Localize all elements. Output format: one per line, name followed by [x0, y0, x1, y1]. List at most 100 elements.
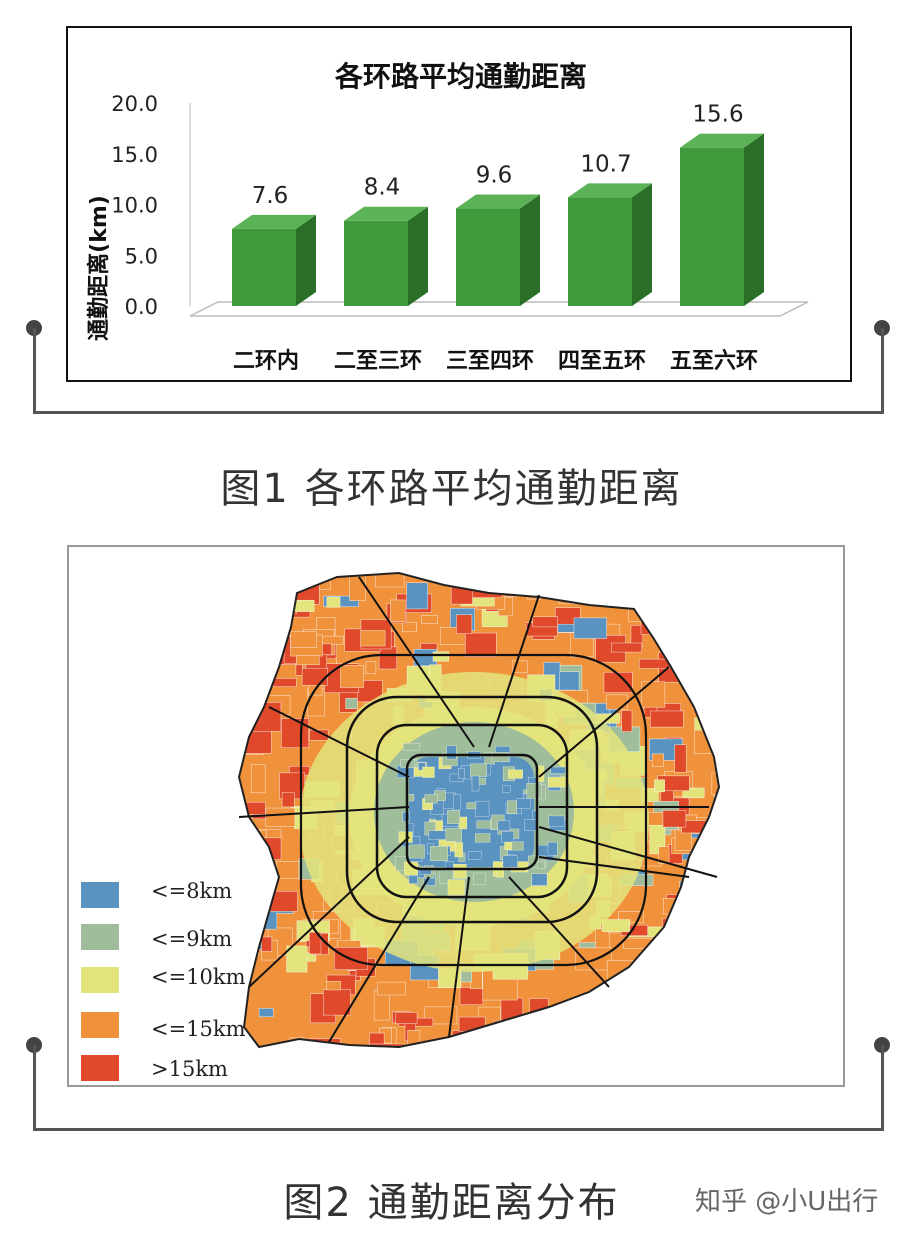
map-cell: [458, 816, 468, 830]
city-boundary: [237, 571, 721, 1049]
map-cell: [516, 798, 531, 809]
ring-road-4: [345, 695, 599, 924]
bracket-line: [33, 1045, 36, 1131]
map-cell: [641, 974, 675, 995]
map-cell: [606, 694, 628, 710]
map-cell: [718, 677, 719, 706]
map-cell: [579, 1033, 599, 1047]
map-cell: [445, 861, 454, 871]
map-cell: [421, 615, 438, 624]
map-cell: [694, 729, 719, 754]
map-cell: [657, 967, 689, 986]
bar-front: [680, 147, 744, 306]
map-cell: [493, 1020, 529, 1044]
map-cell: [578, 578, 592, 594]
map-cell: [550, 766, 566, 774]
map-cell: [502, 785, 511, 793]
bar: 9.6: [456, 163, 540, 306]
map-cell: [606, 960, 639, 986]
map-cell: [591, 1038, 605, 1047]
map-cell: [375, 573, 405, 588]
map-cell: [398, 831, 413, 843]
map-cell: [368, 1043, 405, 1047]
map-cell: [360, 630, 386, 647]
map-cell: [611, 1013, 643, 1030]
bar: 15.6: [680, 102, 764, 306]
ring-road-3: [375, 723, 569, 899]
map-cell: [407, 1030, 421, 1047]
map-cell: [497, 820, 511, 831]
bar-front: [568, 197, 632, 306]
map-cell: [524, 819, 538, 831]
map-cell: [713, 911, 719, 932]
bar: 10.7: [568, 151, 652, 306]
map-cell: [575, 947, 612, 971]
map-cell: [531, 873, 548, 886]
radial-roads: [238, 576, 718, 1043]
map-cell: [309, 729, 329, 741]
map-cell: [689, 960, 707, 972]
map-cell: [531, 1051, 546, 1059]
map-cell: [506, 800, 517, 815]
figure-2-caption: 图2 通勤距离分布: [283, 1180, 620, 1226]
y-tick-label: 0.0: [125, 295, 158, 319]
map-cell: [281, 718, 310, 748]
legend-swatch-le10: [81, 967, 119, 993]
map-cell: [454, 842, 463, 858]
map-cell: [674, 638, 693, 657]
map-cell: [557, 1012, 574, 1039]
bracket-line: [881, 1045, 884, 1131]
legend-swatch-le8: [81, 882, 119, 908]
figure-2-map: <=8km <=9km <=10km <=15km >15km: [67, 545, 845, 1087]
map-cell: [476, 820, 491, 829]
map-cell: [458, 768, 465, 779]
bar-top: [232, 214, 316, 229]
map-cell: [451, 578, 473, 605]
map-cell: [470, 763, 487, 777]
bar-front: [232, 228, 296, 306]
map-cell: [323, 595, 359, 607]
map-cell: [710, 698, 719, 714]
floor-plane: [189, 301, 809, 317]
bar-top: [568, 183, 652, 198]
map-cell: [251, 764, 266, 794]
map-cell: [526, 783, 542, 799]
map-cell: [702, 575, 719, 590]
map-cell: [617, 1048, 639, 1066]
map-cell: [601, 919, 631, 932]
y-axis-ticks: 20.0 15.0 10.0 5.0 0.0: [111, 92, 158, 319]
map-cell: [623, 1023, 658, 1047]
x-axis-ticks: 二环内 二至三环 三至四环 四至五环 五至六环: [233, 349, 758, 374]
map-cell: [253, 678, 265, 701]
map-cell: [639, 658, 670, 669]
map-cell: [453, 864, 467, 879]
bar-value-label: 9.6: [476, 163, 513, 189]
map-cell: [674, 744, 687, 773]
watermark: 知乎 @小U出行: [695, 1187, 879, 1217]
bars: 7.6 8.4 9.6 10.7 15.6: [232, 102, 764, 306]
map-cell: [651, 753, 664, 767]
map-cell: [378, 646, 398, 670]
map-cell: [548, 815, 565, 827]
map-cell: [646, 998, 678, 1012]
ring-road-2: [405, 753, 539, 871]
map-cell: [390, 599, 406, 622]
y-tick-label: 10.0: [111, 194, 158, 218]
bracket-line: [33, 1128, 884, 1131]
bar-side: [632, 183, 652, 306]
map-cell: [579, 1016, 593, 1035]
legend-label-le8: <=8km: [151, 879, 233, 903]
map-cell: [467, 851, 482, 860]
map-cell: [401, 622, 417, 633]
map-cell: [326, 596, 341, 608]
map-cell: [552, 575, 569, 591]
map-cell: [662, 810, 687, 828]
bar-side: [744, 133, 764, 306]
map-cell: [501, 831, 514, 843]
map-cell: [682, 787, 705, 799]
map-cell: [447, 879, 465, 896]
map-cell: [430, 846, 448, 861]
map-cell: [480, 1031, 499, 1047]
map-cell: [547, 1022, 575, 1047]
map-cell: [290, 631, 317, 648]
